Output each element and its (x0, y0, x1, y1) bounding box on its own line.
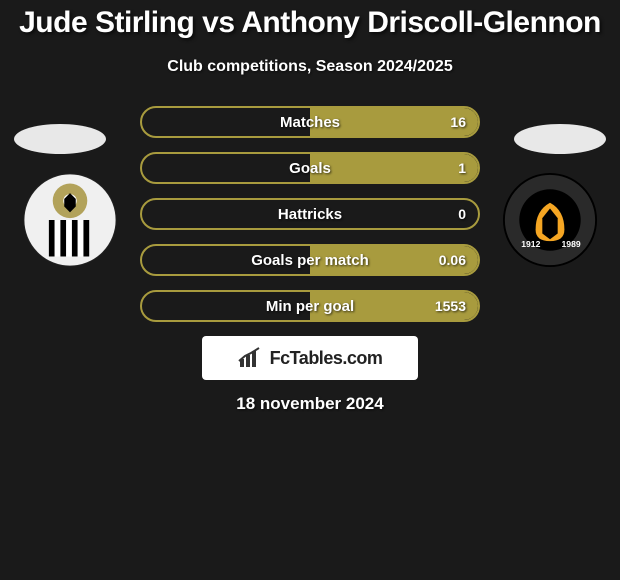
comparison-card: Jude Stirling vs Anthony Driscoll-Glenno… (0, 0, 620, 580)
player-avatar-left (14, 124, 106, 154)
stat-value-right: 0 (458, 206, 466, 222)
stat-value-right: 0.06 (439, 252, 466, 268)
stat-label: Goals per match (251, 252, 369, 269)
club-crest-right: 1912 1989 (502, 172, 598, 268)
svg-text:1989: 1989 (562, 239, 581, 249)
stat-label: Min per goal (266, 298, 354, 315)
stats-area: Matches 16 Goals 1 Hattricks 0 Goals per… (140, 106, 480, 322)
stat-row-goals: Goals 1 (140, 152, 480, 184)
page-title: Jude Stirling vs Anthony Driscoll-Glenno… (0, 6, 620, 40)
stat-value-right: 1553 (435, 298, 466, 314)
stat-value-right: 16 (450, 114, 466, 130)
date-label: 18 november 2024 (0, 394, 620, 414)
stat-fill-right (310, 154, 478, 182)
brand-badge[interactable]: FcTables.com (202, 336, 418, 380)
brand-text: FcTables.com (270, 348, 383, 369)
club-crest-left (22, 172, 118, 268)
stat-value-right: 1 (458, 160, 466, 176)
stat-row-min-per-goal: Min per goal 1553 (140, 290, 480, 322)
stat-label: Hattricks (278, 206, 342, 223)
stat-row-goals-per-match: Goals per match 0.06 (140, 244, 480, 276)
bar-chart-icon (238, 347, 264, 369)
svg-text:1912: 1912 (521, 239, 540, 249)
stat-label: Goals (289, 160, 331, 177)
stat-row-matches: Matches 16 (140, 106, 480, 138)
subtitle: Club competitions, Season 2024/2025 (0, 58, 620, 76)
stat-label: Matches (280, 114, 340, 131)
stat-row-hattricks: Hattricks 0 (140, 198, 480, 230)
player-avatar-right (514, 124, 606, 154)
